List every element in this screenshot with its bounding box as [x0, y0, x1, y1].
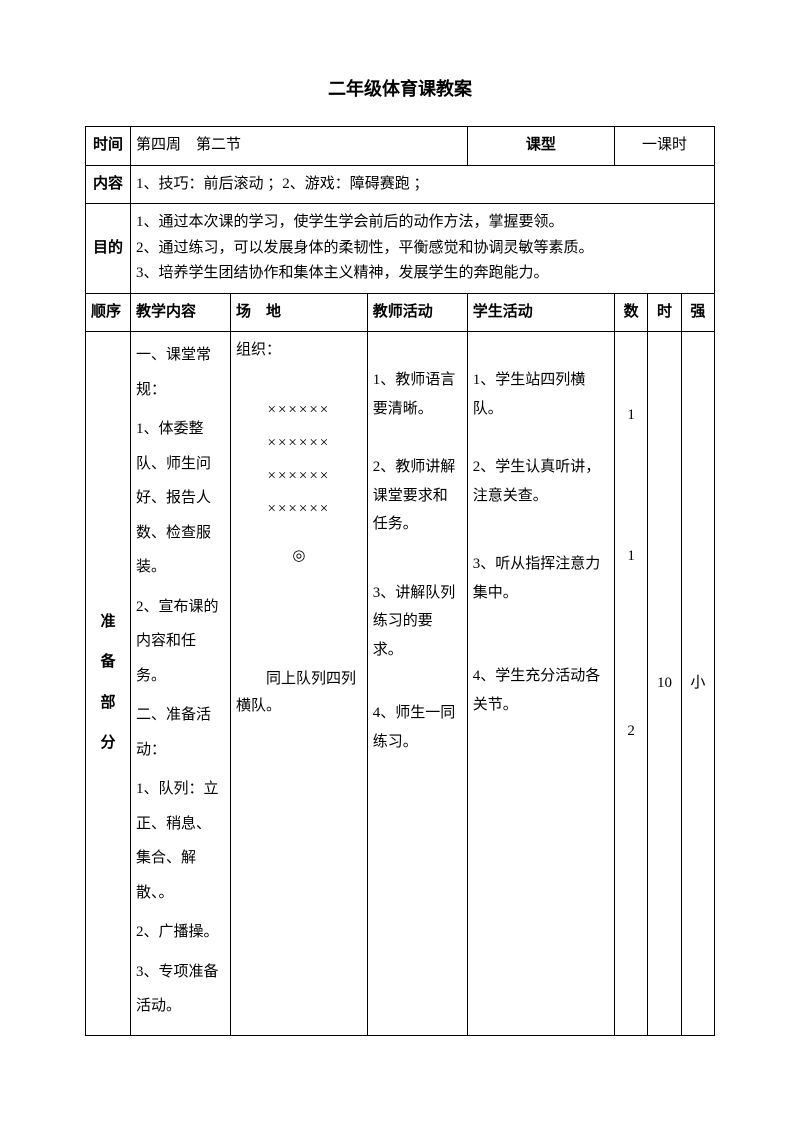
teacher-p2: 2、教师讲解课堂要求和任务。 — [373, 453, 462, 539]
type-label: 课型 — [467, 127, 614, 166]
header-count: 数 — [615, 293, 648, 332]
student-cell: 1、学生站四列横队。 2、学生认真听讲，注意关查。 3、听从指挥注意力集中。 4… — [467, 332, 614, 1036]
teacher-cell: 1、教师语言要清晰。 2、教师讲解课堂要求和任务。 3、讲解队列练习的要求。 4… — [367, 332, 467, 1036]
formation-row-2: ×××××× — [236, 427, 362, 460]
formation-row-1: ×××××× — [236, 394, 362, 427]
intensity-cell: 小 — [681, 332, 714, 1036]
count-v2: 1 — [620, 544, 642, 570]
section-char-4: 分 — [91, 731, 125, 757]
header-teach-content: 教学内容 — [131, 293, 231, 332]
tc-p7: 3、专项准备活动。 — [136, 955, 225, 1024]
student-p4: 4、学生充分活动各关节。 — [473, 662, 609, 719]
venue-org-label: 组织： — [236, 338, 362, 364]
teacher-p1: 1、教师语言要清晰。 — [373, 366, 462, 423]
tc-p1: 一、课堂常规： — [136, 338, 225, 407]
student-p1: 1、学生站四列横队。 — [473, 366, 609, 423]
venue-note: 同上队列四列横队。 — [236, 666, 362, 720]
tc-p6: 2、广播操。 — [136, 915, 225, 950]
header-seq: 顺序 — [86, 293, 131, 332]
tc-p2: 1、体委整队、师生问好、报告人数、检查服装。 — [136, 412, 225, 585]
purpose-label: 目的 — [86, 204, 131, 294]
purpose-value: 1、通过本次课的学习，使学生学会前后的动作方法，掌握要领。 2、通过练习，可以发… — [131, 204, 715, 294]
lesson-table: 时间 第四周 第二节 课型 一课时 内容 1、技巧：前后滚动 ；2、游戏：障碍赛… — [85, 126, 715, 1036]
row-headers: 顺序 教学内容 场 地 教师活动 学生活动 数 时 强 — [86, 293, 715, 332]
page-title: 二年级体育课教案 — [85, 75, 715, 101]
purpose-line1: 1、通过本次课的学习，使学生学会前后的动作方法，掌握要领。 — [136, 210, 709, 236]
section-label: 准 备 部 分 — [86, 332, 131, 1036]
header-teacher: 教师活动 — [367, 293, 467, 332]
content-value: 1、技巧：前后滚动 ；2、游戏：障碍赛跑 ； — [131, 165, 715, 204]
section-char-2: 备 — [91, 650, 125, 676]
student-p3: 3、听从指挥注意力集中。 — [473, 550, 609, 607]
teacher-p3: 3、讲解队列练习的要求。 — [373, 579, 462, 665]
student-p2: 2、学生认真听讲，注意关查。 — [473, 453, 609, 510]
header-student: 学生活动 — [467, 293, 614, 332]
row-section-prep: 准 备 部 分 一、课堂常规： 1、体委整队、师生问好、报告人数、检查服装。 2… — [86, 332, 715, 1036]
section-char-3: 部 — [91, 691, 125, 717]
row-content: 内容 1、技巧：前后滚动 ；2、游戏：障碍赛跑 ； — [86, 165, 715, 204]
tc-p3: 2、宣布课的内容和任务。 — [136, 590, 225, 694]
header-intensity: 强 — [681, 293, 714, 332]
header-venue: 场 地 — [231, 293, 368, 332]
time-cell: 10 — [648, 332, 681, 1036]
type-value: 一课时 — [615, 127, 715, 166]
formation-symbol: ◎ — [236, 541, 362, 571]
time-label: 时间 — [86, 127, 131, 166]
header-time: 时 — [648, 293, 681, 332]
purpose-line3: 3、培养学生团结协作和集体主义精神，发展学生的奔跑能力。 — [136, 261, 709, 287]
venue-cell: 组织： ×××××× ×××××× ×××××× ×××××× ◎ 同上队列四列… — [231, 332, 368, 1036]
tc-p4: 二、准备活动： — [136, 698, 225, 767]
purpose-line2: 2、通过练习，可以发展身体的柔韧性，平衡感觉和协调灵敏等素质。 — [136, 236, 709, 262]
formation-row-4: ×××××× — [236, 493, 362, 526]
time-value: 第四周 第二节 — [131, 127, 468, 166]
teach-content-cell: 一、课堂常规： 1、体委整队、师生问好、报告人数、检查服装。 2、宣布课的内容和… — [131, 332, 231, 1036]
formation-row-3: ×××××× — [236, 460, 362, 493]
row-purpose: 目的 1、通过本次课的学习，使学生学会前后的动作方法，掌握要领。 2、通过练习，… — [86, 204, 715, 294]
row-time: 时间 第四周 第二节 课型 一课时 — [86, 127, 715, 166]
count-v3: 2 — [620, 719, 642, 745]
content-label: 内容 — [86, 165, 131, 204]
teacher-p4: 4、师生一同练习。 — [373, 699, 462, 756]
section-char-1: 准 — [91, 610, 125, 636]
count-cell: 1 1 2 — [615, 332, 648, 1036]
count-v1: 1 — [620, 403, 642, 429]
tc-p5: 1、队列：立正、稍息、集合、解散、。 — [136, 772, 225, 910]
